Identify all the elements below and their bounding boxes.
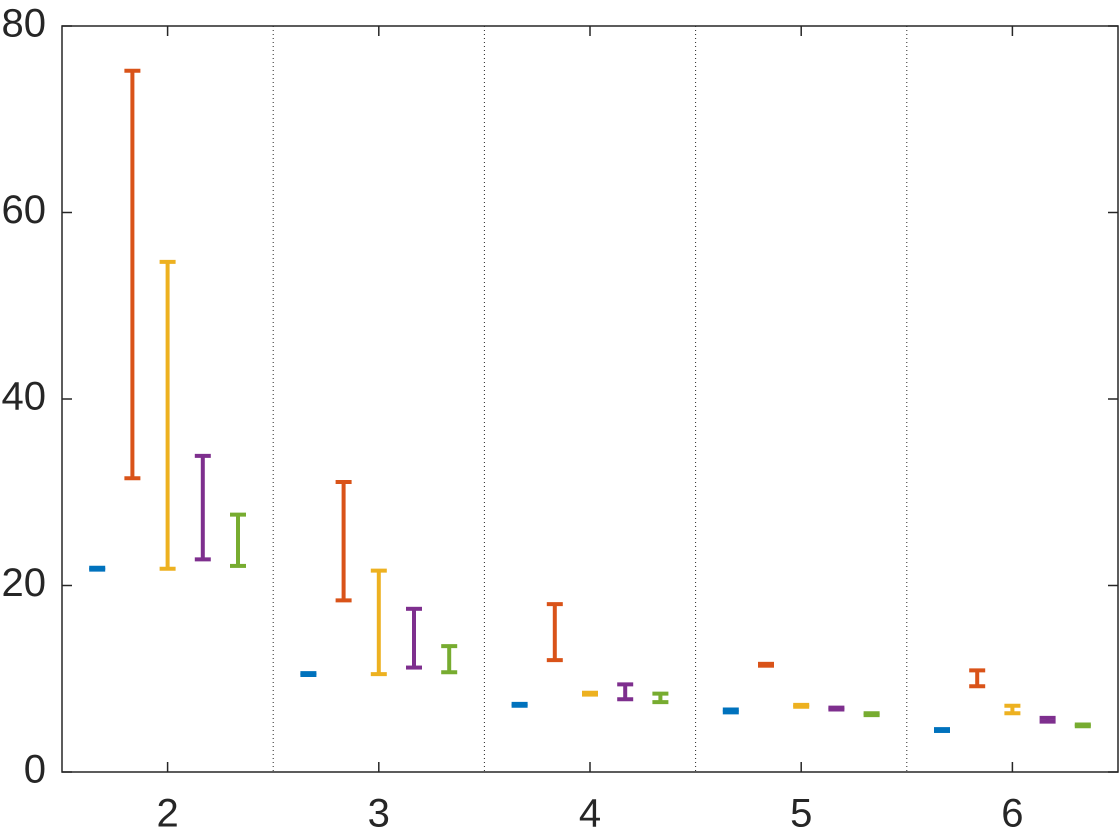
y-tick-label: 40 — [2, 375, 47, 419]
y-tick-label: 60 — [2, 188, 47, 232]
x-tick-label: 5 — [790, 792, 812, 836]
y-tick-label: 0 — [24, 748, 46, 792]
x-tick-label: 2 — [156, 792, 178, 836]
x-tick-label: 4 — [579, 792, 601, 836]
x-tick-label: 3 — [368, 792, 390, 836]
plot-area — [61, 25, 1119, 773]
y-tick-label: 20 — [2, 561, 47, 605]
y-tick-label: 80 — [2, 2, 47, 46]
x-tick-label: 6 — [1001, 792, 1023, 836]
